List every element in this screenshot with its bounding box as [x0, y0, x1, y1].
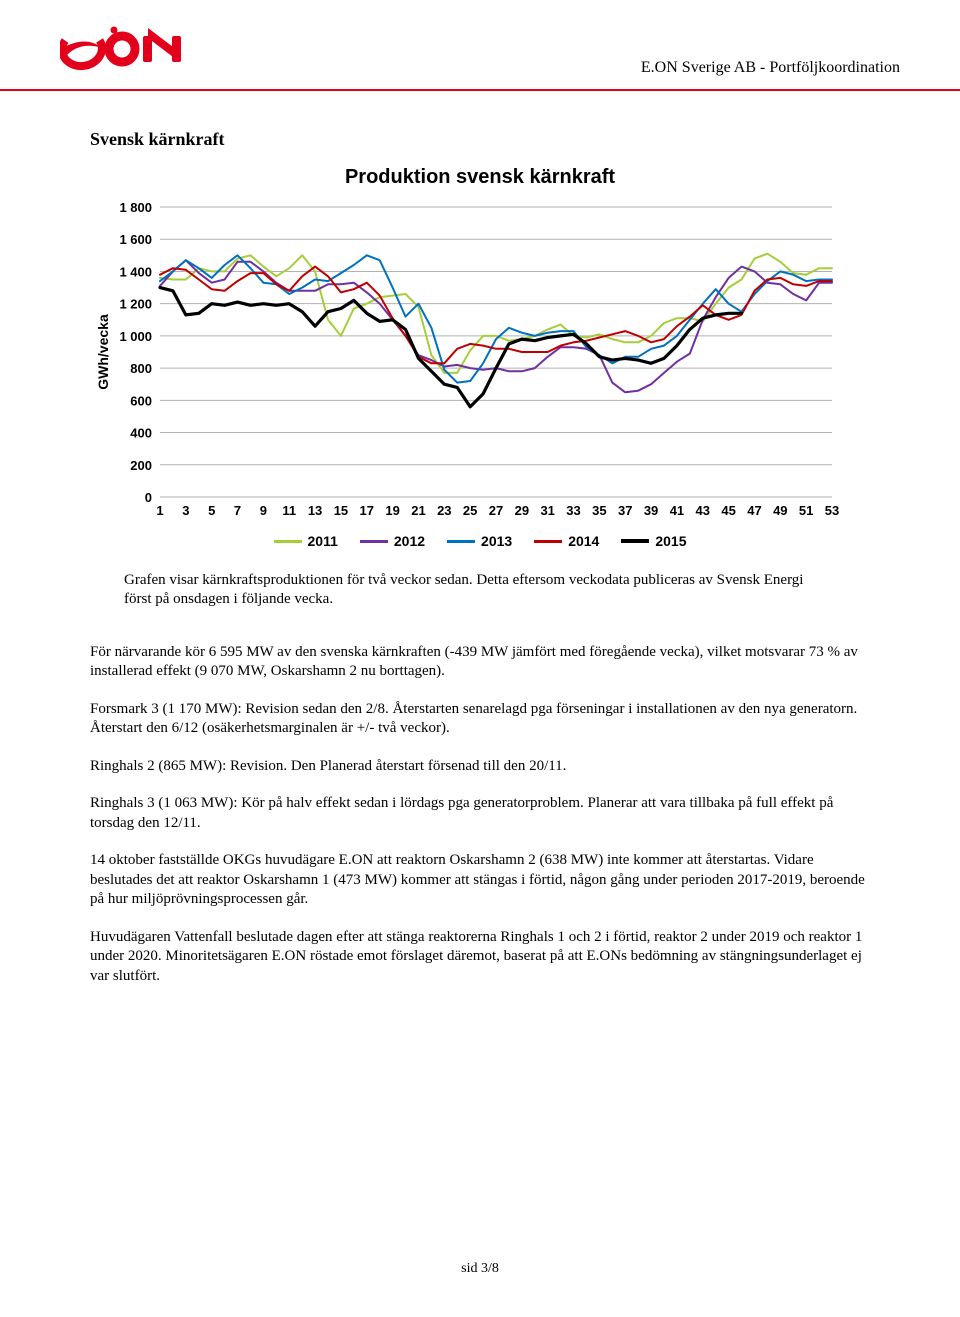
svg-text:200: 200 — [130, 458, 152, 473]
svg-text:25: 25 — [463, 503, 477, 518]
svg-text:15: 15 — [334, 503, 348, 518]
legend-item: 2013 — [447, 533, 512, 549]
svg-text:17: 17 — [360, 503, 374, 518]
svg-text:37: 37 — [618, 503, 632, 518]
svg-text:GWh/vecka: GWh/vecka — [95, 314, 111, 390]
svg-text:400: 400 — [130, 426, 152, 441]
chart-container: Produktion svensk kärnkraft 0 200 400 600 80… — [90, 166, 870, 549]
svg-text:1 600: 1 600 — [119, 232, 152, 247]
svg-text:19: 19 — [385, 503, 399, 518]
page-footer: sid 3/8 — [0, 1261, 960, 1277]
legend-item: 2012 — [360, 533, 425, 549]
svg-text:1: 1 — [156, 503, 163, 518]
legend-item: 2014 — [534, 533, 599, 549]
svg-text:21: 21 — [411, 503, 425, 518]
svg-text:41: 41 — [670, 503, 684, 518]
body-paragraph: Ringhals 2 (865 MW): Revision. Den Plane… — [90, 757, 870, 777]
svg-text:47: 47 — [747, 503, 761, 518]
header-company: E.ON Sverige AB - Portföljkoordination — [641, 59, 900, 77]
legend-swatch — [621, 539, 649, 543]
legend-swatch — [534, 540, 562, 543]
legend-swatch — [360, 540, 388, 543]
svg-text:29: 29 — [515, 503, 529, 518]
svg-text:13: 13 — [308, 503, 322, 518]
body-paragraph: Huvudägaren Vattenfall beslutade dagen e… — [90, 928, 870, 987]
eon-logo — [60, 26, 220, 77]
svg-text:51: 51 — [799, 503, 813, 518]
body-paragraph: Ringhals 3 (1 063 MW): Kör på halv effek… — [90, 794, 870, 833]
legend-item: 2015 — [621, 533, 686, 549]
content-area: Svensk kärnkraft Produktion svensk kärnk… — [0, 91, 960, 986]
svg-text:0: 0 — [145, 490, 152, 505]
legend-label: 2015 — [655, 533, 686, 549]
svg-text:27: 27 — [489, 503, 503, 518]
svg-text:35: 35 — [592, 503, 606, 518]
body-paragraph: För närvarande kör 6 595 MW av den svens… — [90, 643, 870, 682]
chart-legend: 2011 2012 2013 2014 2015 — [90, 533, 870, 549]
svg-text:1 400: 1 400 — [119, 264, 152, 279]
legend-swatch — [274, 540, 302, 543]
svg-text:49: 49 — [773, 503, 787, 518]
svg-text:5: 5 — [208, 503, 215, 518]
svg-text:45: 45 — [721, 503, 735, 518]
svg-text:53: 53 — [825, 503, 839, 518]
legend-label: 2013 — [481, 533, 512, 549]
legend-label: 2012 — [394, 533, 425, 549]
svg-text:3: 3 — [182, 503, 189, 518]
svg-text:31: 31 — [540, 503, 554, 518]
svg-text:1 800: 1 800 — [119, 200, 152, 215]
chart-caption: Grafen visar kärnkraftsproduktionen för … — [124, 571, 824, 609]
svg-text:33: 33 — [566, 503, 580, 518]
body-paragraph: Forsmark 3 (1 170 MW): Revision sedan de… — [90, 700, 870, 739]
svg-text:39: 39 — [644, 503, 658, 518]
chart-title: Produktion svensk kärnkraft — [90, 166, 870, 189]
legend-label: 2011 — [308, 533, 338, 549]
svg-text:1 000: 1 000 — [119, 329, 152, 344]
svg-text:1 200: 1 200 — [119, 297, 152, 312]
svg-text:7: 7 — [234, 503, 241, 518]
section-title: Svensk kärnkraft — [90, 129, 870, 150]
legend-swatch — [447, 540, 475, 543]
svg-text:11: 11 — [282, 503, 296, 518]
svg-text:600: 600 — [130, 393, 152, 408]
svg-text:800: 800 — [130, 361, 152, 376]
svg-text:43: 43 — [696, 503, 710, 518]
svg-text:9: 9 — [260, 503, 267, 518]
body-text: För närvarande kör 6 595 MW av den svens… — [90, 643, 870, 987]
svg-text:23: 23 — [437, 503, 451, 518]
legend-item: 2011 — [274, 533, 338, 549]
line-chart: 02004006008001 0001 2001 4001 6001 80013… — [90, 197, 850, 527]
body-paragraph: 14 oktober fastställde OKGs huvudägare E… — [90, 851, 870, 910]
page-header: E.ON Sverige AB - Portföljkoordination — [0, 0, 960, 91]
legend-label: 2014 — [568, 533, 599, 549]
